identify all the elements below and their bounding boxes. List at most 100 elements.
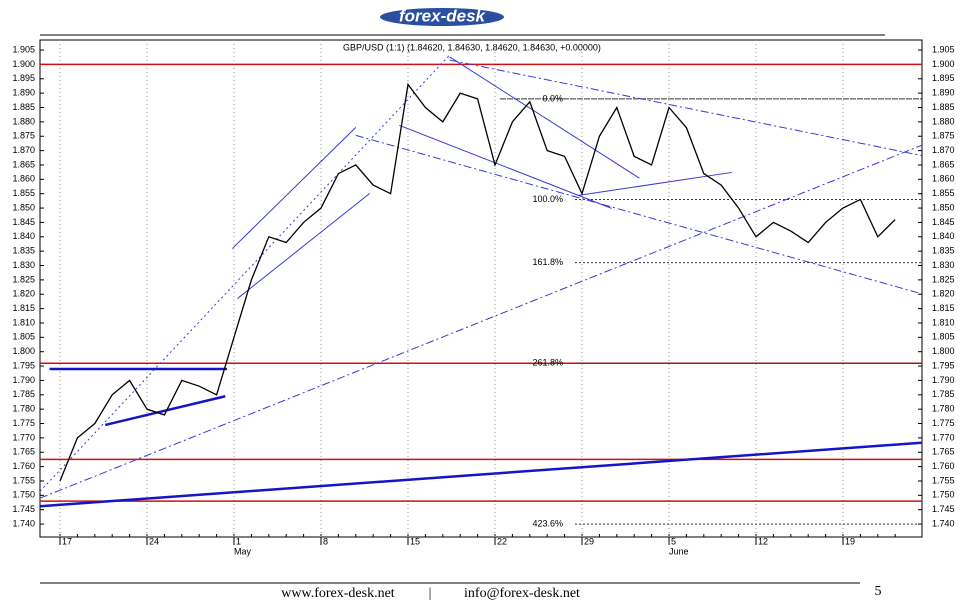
- fib-label: 261.8%: [532, 358, 563, 368]
- y-tick-label: 1.810: [932, 317, 955, 327]
- x-tick-label: 24: [149, 536, 159, 546]
- y-tick-label: 1.775: [932, 418, 955, 428]
- y-tick-label: 1.785: [12, 389, 35, 399]
- y-tick-label: 1.880: [12, 116, 35, 126]
- y-tick-label: 1.745: [12, 504, 35, 514]
- trend-line: [231, 126, 357, 249]
- y-tick-label: 1.830: [932, 260, 955, 270]
- y-tick-label: 1.855: [12, 188, 35, 198]
- trend-line: [104, 395, 226, 427]
- price-line: [59, 82, 896, 482]
- logo-shape: [380, 8, 504, 26]
- y-tick-label: 1.805: [932, 332, 955, 342]
- x-tick-label: 19: [845, 536, 855, 546]
- y-tick-label: 1.900: [932, 59, 955, 69]
- footer-site: www.forex-desk.net: [281, 586, 394, 601]
- fib-label: 100.0%: [532, 194, 563, 204]
- logo: forex-desk: [399, 6, 487, 25]
- y-tick-label: 1.770: [12, 432, 35, 442]
- y-tick-label: 1.770: [932, 432, 955, 442]
- y-tick-label: 1.805: [12, 332, 35, 342]
- y-tick-label: 1.865: [932, 159, 955, 169]
- footer-separator: |: [429, 586, 432, 601]
- y-tick-label: 1.815: [12, 303, 35, 313]
- y-tick-label: 1.860: [12, 174, 35, 184]
- trend-line: [449, 56, 640, 179]
- y-tick-label: 1.790: [932, 375, 955, 385]
- trend-line: [39, 144, 922, 499]
- y-tick-label: 1.850: [12, 202, 35, 212]
- x-tick-label: 15: [410, 536, 420, 546]
- y-tick-label: 1.810: [12, 317, 35, 327]
- x-tick-label: 1: [236, 536, 241, 546]
- fib-label: 161.8%: [532, 257, 563, 267]
- trend-line: [355, 134, 922, 295]
- y-tick-label: 1.750: [932, 490, 955, 500]
- y-tick-label: 1.890: [12, 88, 35, 98]
- y-tick-label: 1.840: [12, 231, 35, 241]
- y-tick-label: 1.830: [12, 260, 35, 270]
- trend-line: [39, 441, 922, 508]
- y-tick-label: 1.765: [12, 447, 35, 457]
- y-tick-label: 1.815: [932, 303, 955, 313]
- y-tick-label: 1.880: [932, 116, 955, 126]
- y-tick-label: 1.835: [12, 246, 35, 256]
- y-tick-label: 1.820: [932, 289, 955, 299]
- plot-frame: [39, 39, 923, 538]
- y-tick-label: 1.750: [12, 490, 35, 500]
- trend-line: [237, 193, 371, 299]
- y-tick-label: 1.775: [12, 418, 35, 428]
- x-tick-label: 12: [758, 536, 768, 546]
- y-tick-label: 1.790: [12, 375, 35, 385]
- y-tick-label: 1.825: [932, 274, 955, 284]
- y-tick-label: 1.895: [12, 73, 35, 83]
- y-tick-label: 1.850: [932, 202, 955, 212]
- x-tick-label: 29: [584, 536, 594, 546]
- fib-label: 423.6%: [532, 518, 563, 528]
- y-tick-label: 1.745: [932, 504, 955, 514]
- footer-email: info@forex-desk.net: [464, 586, 580, 601]
- y-tick-label: 1.835: [932, 246, 955, 256]
- y-tick-label: 1.845: [932, 217, 955, 227]
- trend-line: [449, 59, 922, 156]
- y-tick-label: 1.900: [12, 59, 35, 69]
- month-label: June: [669, 546, 689, 556]
- y-tick-label: 1.755: [12, 475, 35, 485]
- x-tick-label: 8: [323, 536, 328, 546]
- page-number: 5: [875, 584, 882, 599]
- y-tick-label: 1.800: [932, 346, 955, 356]
- y-tick-label: 1.845: [12, 217, 35, 227]
- x-tick-label: 5: [671, 536, 676, 546]
- y-tick-label: 1.740: [12, 518, 35, 528]
- y-tick-label: 1.755: [932, 475, 955, 485]
- trend-line: [399, 124, 612, 209]
- trend-line: [578, 171, 732, 196]
- y-tick-label: 1.795: [12, 360, 35, 370]
- y-tick-label: 1.885: [932, 102, 955, 112]
- y-tick-label: 1.825: [12, 274, 35, 284]
- y-tick-label: 1.885: [12, 102, 35, 112]
- y-tick-label: 1.800: [12, 346, 35, 356]
- y-tick-label: 1.785: [932, 389, 955, 399]
- fib-label: 0.0%: [542, 93, 563, 103]
- y-tick-label: 1.795: [932, 360, 955, 370]
- y-tick-label: 1.860: [932, 174, 955, 184]
- y-tick-label: 1.875: [12, 131, 35, 141]
- y-tick-label: 1.760: [932, 461, 955, 471]
- trend-line: [39, 54, 451, 492]
- y-tick-label: 1.820: [12, 289, 35, 299]
- y-tick-label: 1.895: [932, 73, 955, 83]
- month-label: May: [234, 546, 252, 556]
- y-tick-label: 1.840: [932, 231, 955, 241]
- y-tick-label: 1.890: [932, 88, 955, 98]
- y-tick-label: 1.875: [932, 131, 955, 141]
- y-tick-label: 1.765: [932, 447, 955, 457]
- y-tick-label: 1.740: [932, 518, 955, 528]
- x-tick-label: 22: [497, 536, 507, 546]
- y-tick-label: 1.870: [12, 145, 35, 155]
- y-tick-label: 1.905: [12, 44, 35, 54]
- chart-title: GBP/USD (1:1) (1.84620, 1.84630, 1.84620…: [343, 42, 601, 52]
- y-tick-label: 1.905: [932, 44, 955, 54]
